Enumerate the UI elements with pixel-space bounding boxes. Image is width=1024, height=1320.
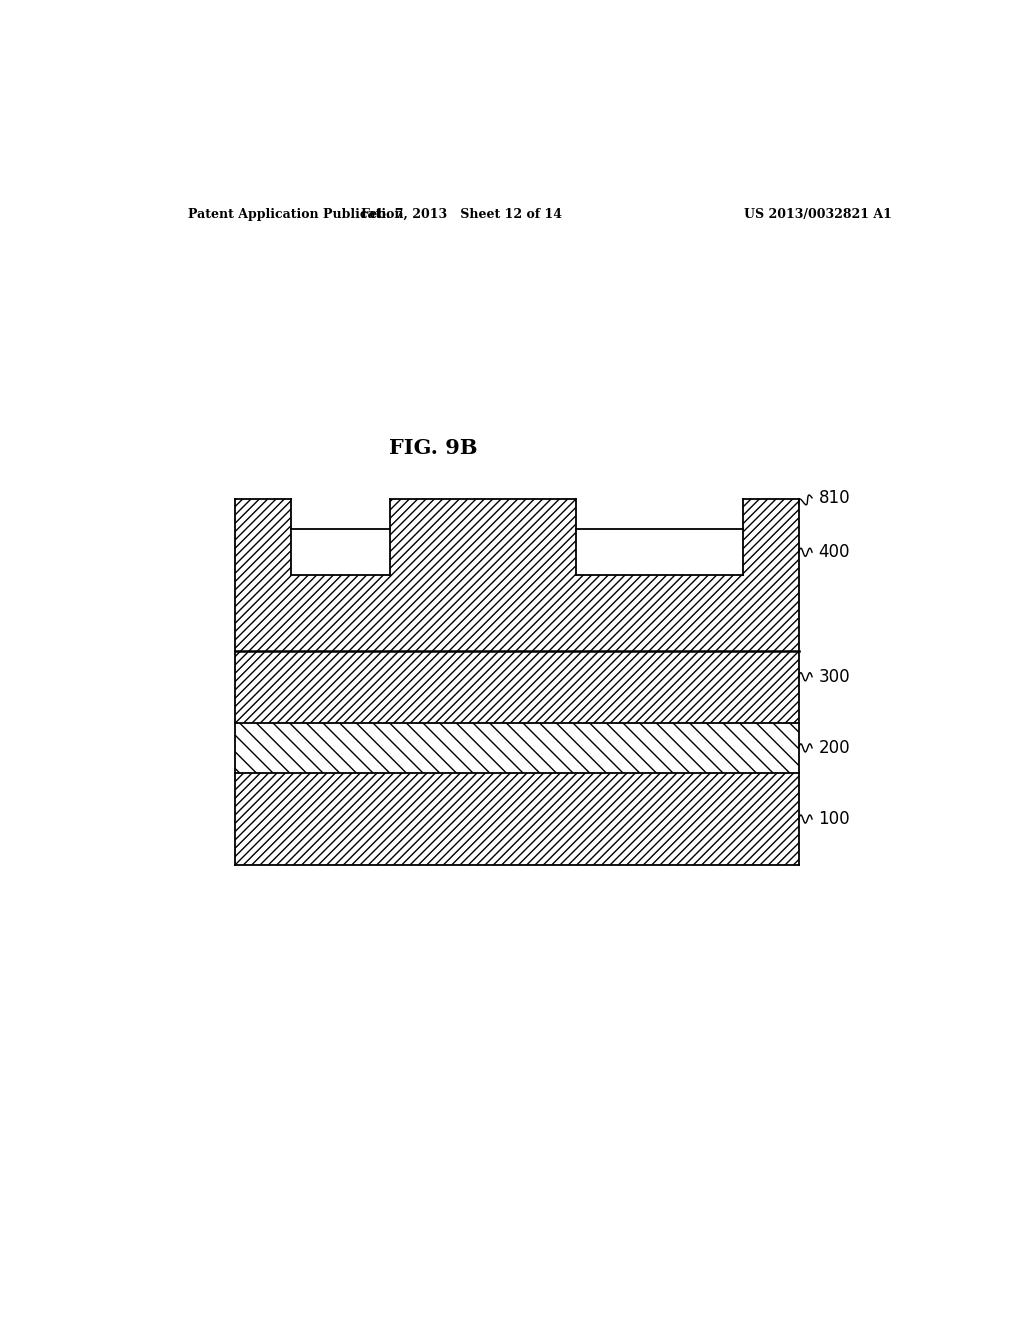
Bar [390,529,577,651]
Bar [291,529,390,576]
Bar [743,499,799,529]
Text: Patent Application Publication: Patent Application Publication [187,207,403,220]
Bar [236,576,799,651]
Bar [577,529,743,576]
Text: Feb. 7, 2013   Sheet 12 of 14: Feb. 7, 2013 Sheet 12 of 14 [360,207,562,220]
Text: US 2013/0032821 A1: US 2013/0032821 A1 [744,207,892,220]
Bar [236,529,291,651]
Bar [390,499,577,529]
Text: 300: 300 [818,668,850,686]
Text: FIG. 9B: FIG. 9B [389,438,478,458]
Text: 200: 200 [818,739,850,756]
Bar [743,529,799,651]
Bar [236,651,799,722]
Text: 810: 810 [818,488,850,507]
Text: 400: 400 [818,544,850,561]
Bar [236,722,799,774]
Bar [577,576,743,651]
Text: 100: 100 [818,810,850,828]
Bar [236,499,291,529]
Bar [236,774,799,865]
Bar [291,576,390,651]
